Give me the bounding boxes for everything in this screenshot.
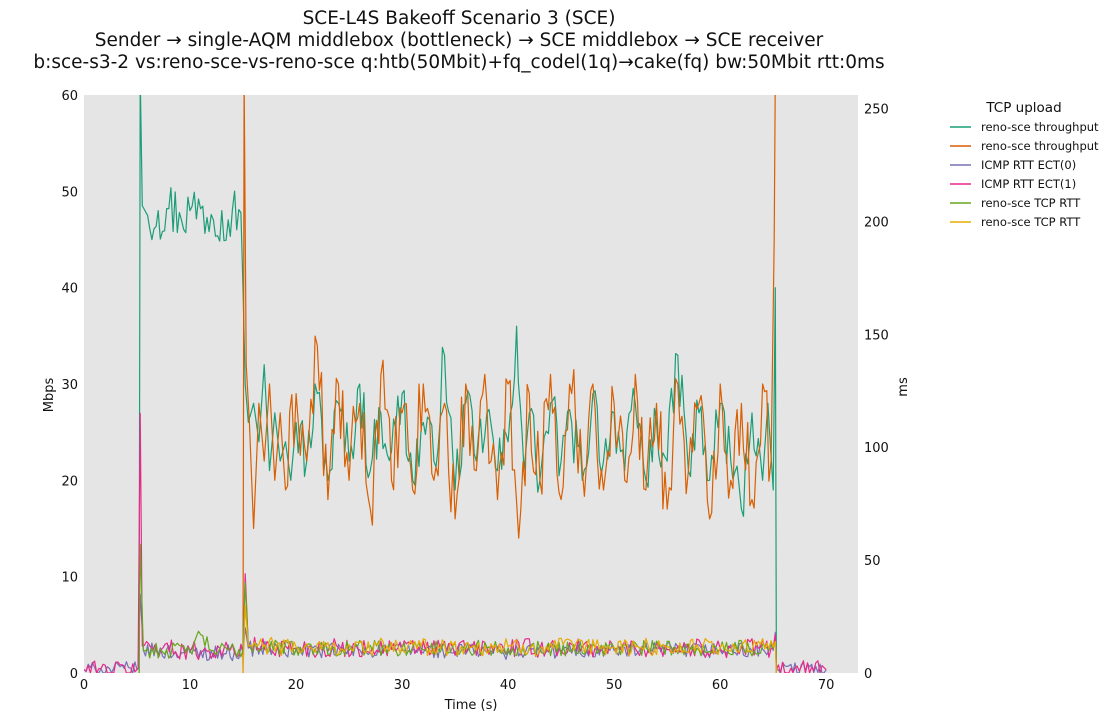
series-line-0 xyxy=(138,95,777,673)
y-axis-right-ticks: 0 50 100 150 200 250 xyxy=(864,103,889,682)
series-line-3 xyxy=(84,412,827,673)
legend-entry-5: reno-sce TCP RTT xyxy=(981,215,1081,229)
x-tick-label-4: 40 xyxy=(500,678,517,693)
y-left-tick-label-4: 40 xyxy=(61,282,78,297)
y-left-tick-label-2: 20 xyxy=(61,474,78,489)
series-layer xyxy=(84,95,827,673)
legend-entry-1: reno-sce throughput xyxy=(981,139,1099,153)
y-axis-left-label: Mbps xyxy=(42,378,57,413)
y-right-tick-label-5: 250 xyxy=(864,103,889,118)
legend-entry-3: ICMP RTT ECT(1) xyxy=(981,177,1076,191)
x-tick-label-2: 20 xyxy=(288,678,305,693)
y-axis-right-label: ms xyxy=(896,377,911,397)
y-left-tick-label-5: 50 xyxy=(61,185,78,200)
y-left-tick-label-3: 30 xyxy=(61,378,78,393)
series-line-1 xyxy=(242,95,776,673)
legend-entry-2: ICMP RTT ECT(0) xyxy=(981,158,1076,172)
y-right-tick-label-0: 0 xyxy=(864,667,872,682)
x-tick-label-1: 10 xyxy=(182,678,199,693)
x-tick-label-0: 0 xyxy=(80,678,88,693)
chart-title-line-2: Sender → single-AQM middlebox (bottlenec… xyxy=(95,30,824,51)
y-left-tick-label-1: 10 xyxy=(61,571,78,586)
chart-title-line-3: b:sce-s3-2 vs:reno-sce-vs-reno-sce q:htb… xyxy=(33,52,884,73)
x-axis-ticks: 0 10 20 30 40 50 60 70 xyxy=(80,678,835,693)
series-line-5 xyxy=(242,604,777,673)
y-right-tick-label-3: 150 xyxy=(864,328,889,343)
legend: TCP upload reno-sce throughput reno-sce t… xyxy=(950,100,1099,229)
legend-title: TCP upload xyxy=(985,100,1061,116)
x-tick-label-3: 30 xyxy=(394,678,411,693)
legend-entry-0: reno-sce throughput xyxy=(981,120,1099,134)
x-axis-label: Time (s) xyxy=(444,698,498,713)
y-left-tick-label-6: 60 xyxy=(61,89,78,104)
legend-entry-4: reno-sce TCP RTT xyxy=(981,196,1081,210)
y-left-tick-label-0: 0 xyxy=(70,667,78,682)
series-line-2 xyxy=(84,593,827,673)
y-right-tick-label-4: 200 xyxy=(864,215,889,230)
x-tick-label-7: 70 xyxy=(818,678,835,693)
chart-title-line-1: SCE-L4S Bakeoff Scenario 3 (SCE) xyxy=(303,8,616,29)
y-right-tick-label-1: 50 xyxy=(864,554,881,569)
plot-area xyxy=(84,95,858,673)
y-axis-left-ticks: 0 10 20 30 40 50 60 xyxy=(61,89,78,682)
x-tick-label-6: 60 xyxy=(712,678,729,693)
y-right-tick-label-2: 100 xyxy=(864,441,889,456)
x-tick-label-5: 50 xyxy=(606,678,623,693)
